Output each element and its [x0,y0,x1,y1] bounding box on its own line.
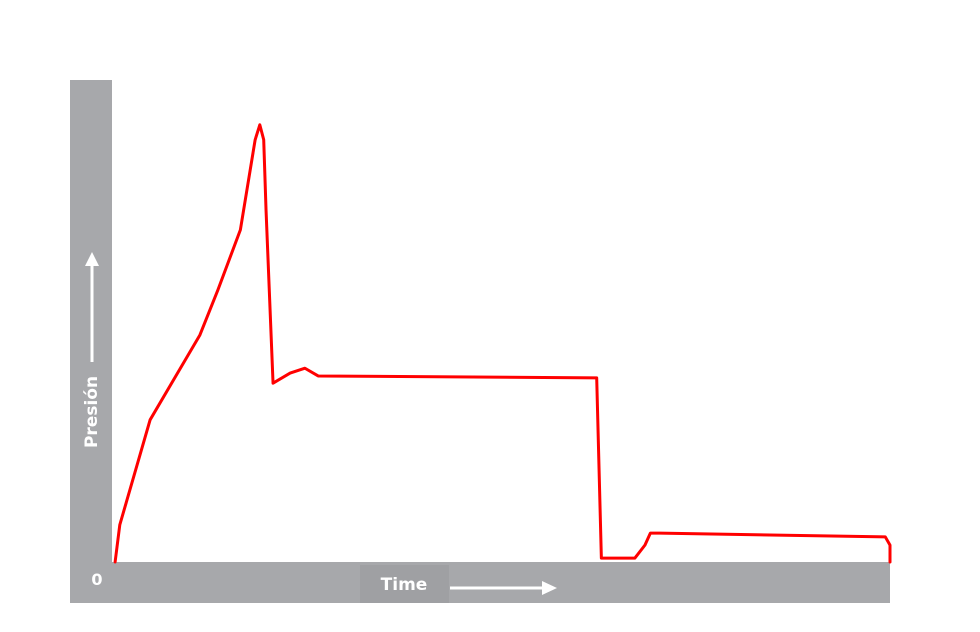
y-axis-arrow-icon [85,252,99,362]
y-axis-label: Presión [82,376,102,448]
x-axis-label: Time [381,575,428,595]
pressure-curve [113,123,892,564]
x-axis-label-box [360,565,449,603]
x-axis-band [70,562,890,603]
x-axis-arrow-icon [450,581,557,595]
origin-label: 0 [91,570,102,589]
